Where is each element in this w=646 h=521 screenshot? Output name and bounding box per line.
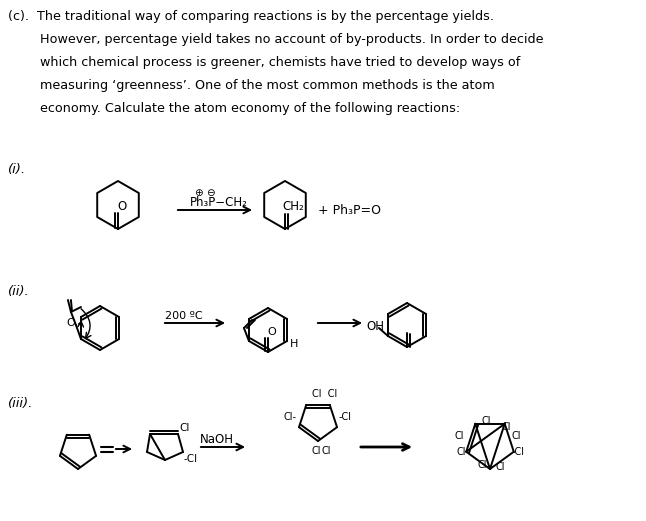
Text: Cl: Cl (477, 460, 486, 470)
Text: Cl: Cl (512, 431, 521, 441)
Text: (i).: (i). (8, 163, 26, 176)
Text: -Cl: -Cl (512, 447, 525, 457)
Text: NaOH: NaOH (200, 433, 234, 446)
Text: which chemical process is greener, chemists have tried to develop ways of: which chemical process is greener, chemi… (8, 56, 520, 69)
Text: Ph₃P−CH₂: Ph₃P−CH₂ (190, 196, 248, 209)
Text: Cl  Cl: Cl Cl (312, 389, 337, 399)
Text: measuring ‘greenness’. One of the most common methods is the atom: measuring ‘greenness’. One of the most c… (8, 79, 495, 92)
Text: Cl: Cl (455, 431, 464, 441)
Text: -Cl: -Cl (339, 412, 352, 422)
Text: O: O (117, 200, 126, 213)
Text: (c).  The traditional way of comparing reactions is by the percentage yields.: (c). The traditional way of comparing re… (8, 10, 494, 23)
Text: ⊕ ⊖: ⊕ ⊖ (195, 188, 216, 198)
Text: OH: OH (366, 319, 384, 332)
Text: However, percentage yield takes no account of by-products. In order to decide: However, percentage yield takes no accou… (8, 33, 543, 46)
Text: Cl: Cl (457, 447, 466, 457)
Text: Cl: Cl (322, 446, 331, 456)
Text: Cl: Cl (502, 422, 512, 432)
Text: Cl-: Cl- (284, 412, 297, 422)
Text: 200 ºC: 200 ºC (165, 311, 203, 321)
Text: Cl: Cl (312, 446, 322, 456)
Text: Cl: Cl (496, 462, 506, 472)
Text: CH₂: CH₂ (282, 200, 304, 213)
Text: Cl: Cl (179, 423, 189, 433)
Text: + Ph₃P=O: + Ph₃P=O (318, 204, 381, 217)
Text: -Cl: -Cl (184, 454, 198, 464)
Text: O: O (267, 327, 276, 337)
Text: economy. Calculate the atom economy of the following reactions:: economy. Calculate the atom economy of t… (8, 102, 460, 115)
Text: Cl: Cl (481, 416, 491, 426)
Text: O: O (66, 318, 75, 328)
Text: (iii).: (iii). (8, 397, 34, 410)
Text: H: H (290, 339, 298, 349)
Text: (ii).: (ii). (8, 285, 30, 298)
